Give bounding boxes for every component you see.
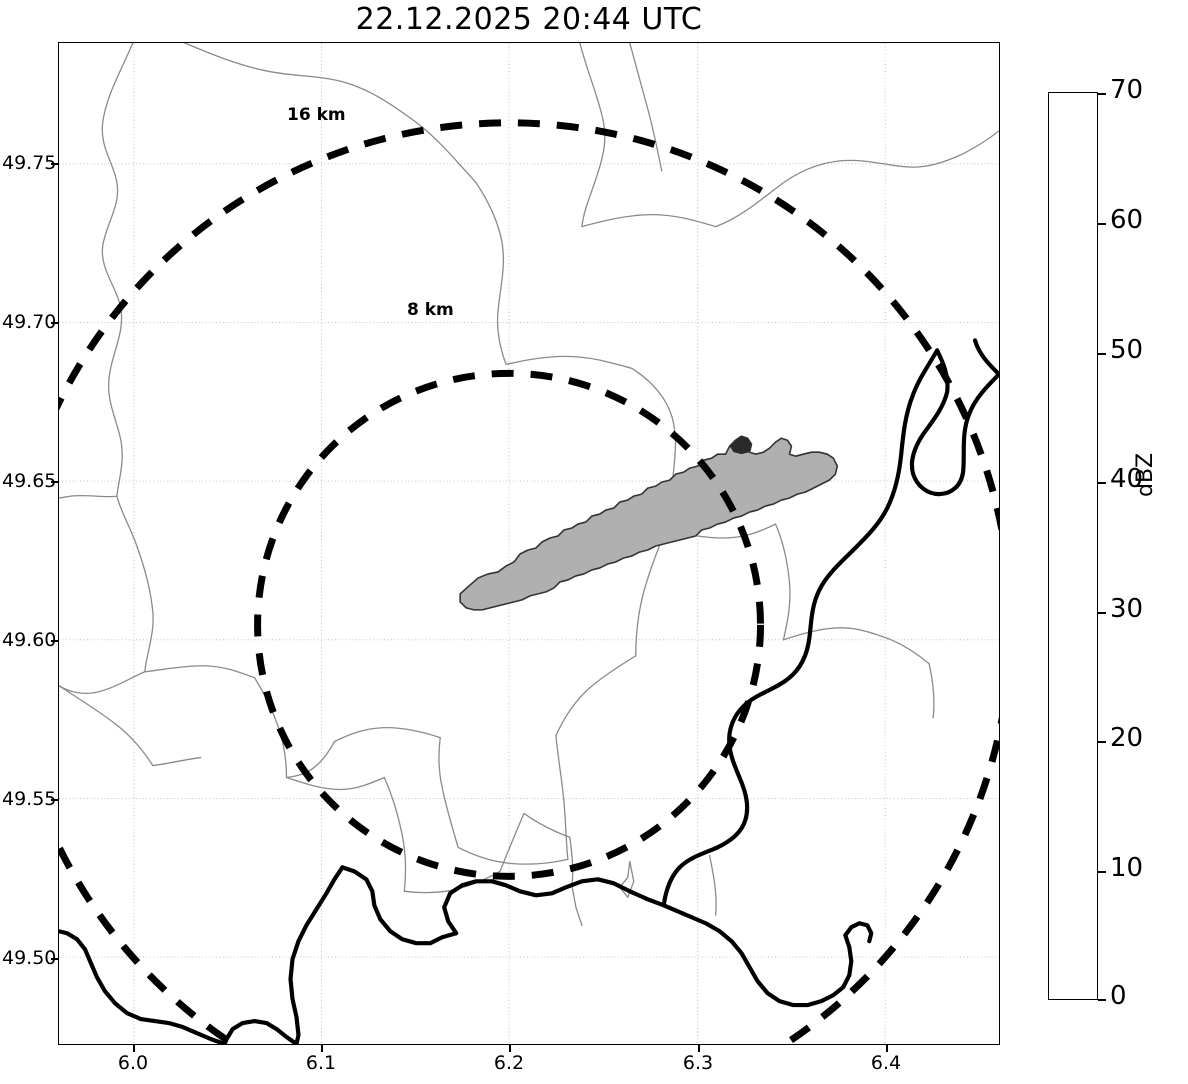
admin-line-e-1 <box>774 523 791 641</box>
map-plot-area[interactable] <box>58 42 1000 1045</box>
admin-line-sw-mid-1 <box>144 665 256 679</box>
admin-line-ne-vertical <box>629 43 663 172</box>
x-tickmark <box>133 1045 135 1052</box>
admin-line-sw-low <box>59 685 154 767</box>
x-tickmark <box>698 1045 700 1052</box>
map-canvas <box>59 43 999 1044</box>
admin-line-s-2 <box>555 655 637 737</box>
admin-line-ne-3 <box>714 130 999 228</box>
admin-line-ne-2 <box>581 214 717 228</box>
colorbar[interactable] <box>1048 92 1098 1000</box>
x-tickmark <box>321 1045 323 1052</box>
administrative-boundaries <box>59 43 999 926</box>
colorbar-tick-label: 0 <box>1110 981 1127 1011</box>
y-tick-label: 49.75 <box>2 152 57 174</box>
admin-line-s-3 <box>555 734 569 861</box>
range-ring-label-16km: 16 km <box>287 105 346 125</box>
colorbar-tickmark <box>1098 93 1106 95</box>
y-tickmark <box>51 481 58 483</box>
admin-line-s-1 <box>635 529 667 657</box>
admin-line-s-lower-3 <box>499 812 525 872</box>
admin-line-s-4 <box>457 846 569 865</box>
border-sw-1 <box>222 1018 299 1044</box>
x-tickmark <box>509 1045 511 1052</box>
y-tick-label: 49.70 <box>2 311 57 333</box>
admin-line-sw-low2 <box>152 756 202 767</box>
range-ring-8km <box>254 369 764 880</box>
admin-line-s-6 <box>333 726 441 743</box>
colorbar-tickmark <box>1098 482 1106 484</box>
y-tick-label: 49.55 <box>2 788 57 810</box>
range-ring-label-8km: 8 km <box>407 300 454 320</box>
admin-line-s-spur-4 <box>708 854 717 916</box>
colorbar-tick-label: 40 <box>1110 464 1144 494</box>
page-title: 22.12.2025 20:44 UTC <box>355 2 703 37</box>
admin-line-s-spur-1 <box>569 836 574 886</box>
colorbar-tick-label: 70 <box>1110 75 1144 105</box>
y-tick-label: 49.65 <box>2 470 57 492</box>
admin-line-w-mid <box>116 495 154 673</box>
x-tickmark <box>886 1045 888 1052</box>
y-tickmark <box>51 799 58 801</box>
colorbar-tick-label: 50 <box>1110 335 1144 365</box>
admin-line-n-center <box>505 355 633 369</box>
admin-line-e-lower <box>928 663 935 719</box>
admin-line-s-5 <box>438 736 459 849</box>
admin-line-s-spur-2 <box>571 884 583 926</box>
colorbar-tickmark <box>1098 223 1106 225</box>
colorbar-tickmark <box>1098 999 1106 1001</box>
colorbar-tick-label: 30 <box>1110 594 1144 624</box>
y-tick-label: 49.50 <box>2 947 57 969</box>
national-borders <box>59 338 999 1044</box>
colorbar-tickmark <box>1098 741 1106 743</box>
border-sw-2 <box>59 929 227 1044</box>
admin-line-w-branch <box>59 494 118 499</box>
x-tick-label: 6.1 <box>305 1052 337 1074</box>
gridlines <box>59 43 999 1044</box>
admin-line-ne-1 <box>579 43 606 228</box>
y-tickmark <box>51 322 58 324</box>
y-tickmark <box>51 163 58 165</box>
city-inner-detail <box>729 436 752 455</box>
admin-line-s-lower-4 <box>523 812 571 839</box>
border-se-spur <box>843 921 874 944</box>
admin-line-sw-mid-3 <box>285 740 336 779</box>
range-rings <box>59 119 999 1044</box>
admin-line-n-1 <box>184 43 477 184</box>
border-south-down <box>288 865 345 1044</box>
colorbar-tick-label: 10 <box>1110 853 1144 883</box>
border-east-main <box>661 348 940 908</box>
border-se-lower <box>661 903 854 1008</box>
x-tick-label: 6.3 <box>682 1052 714 1074</box>
border-south <box>442 877 666 936</box>
admin-line-sw-mid-4 <box>285 776 385 791</box>
colorbar-tickmark <box>1098 353 1106 355</box>
x-tick-label: 6.2 <box>493 1052 525 1074</box>
admin-line-sw-mid-2 <box>253 677 288 779</box>
admin-line-nw <box>101 43 134 497</box>
x-tick-label: 6.0 <box>117 1052 149 1074</box>
colorbar-tickmark <box>1098 871 1106 873</box>
colorbar-tick-label: 60 <box>1110 205 1144 235</box>
admin-line-s-lower-1 <box>383 776 407 892</box>
x-tick-label: 6.4 <box>870 1052 902 1074</box>
border-east <box>909 338 999 497</box>
colorbar-tick-label: 20 <box>1110 723 1144 753</box>
border-south-step <box>340 865 459 946</box>
y-tickmark <box>51 958 58 960</box>
municipality-polygon <box>459 435 839 611</box>
admin-line-n-2 <box>475 182 507 366</box>
admin-line-s-spur-3 <box>619 860 635 898</box>
y-tick-label: 49.60 <box>2 629 57 651</box>
y-tickmark <box>51 640 58 642</box>
colorbar-tickmark <box>1098 612 1106 614</box>
admin-line-sw <box>59 671 146 694</box>
city-boundary-shape <box>459 435 839 611</box>
colorbar-axis-label: dBZ <box>1133 452 1158 497</box>
